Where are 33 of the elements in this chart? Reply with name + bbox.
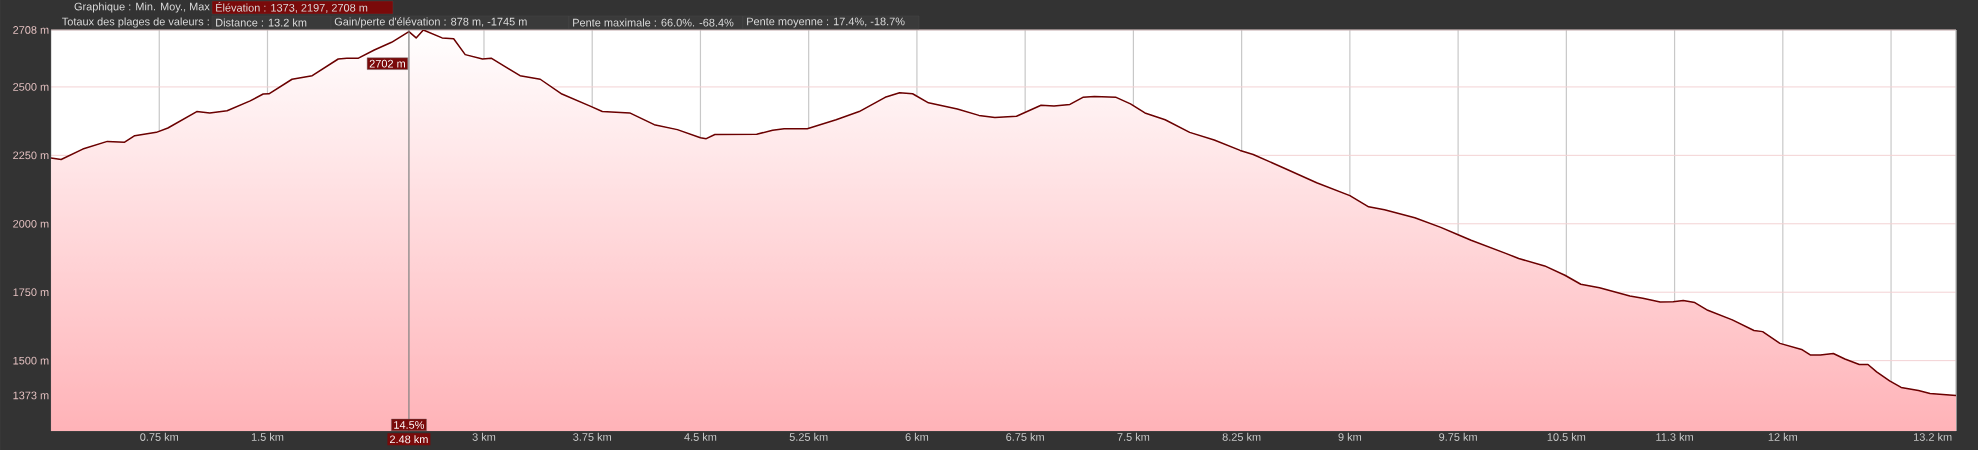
y-tick-label: 2000 m [13, 219, 49, 228]
annotation: 14.5% [394, 421, 425, 429]
x-tick-label: 13.2 km [1914, 432, 1952, 441]
y-tick-label: 2250 m [13, 151, 49, 160]
x-tick-label: 3.75 km [573, 432, 611, 441]
text: Élévation : 1373, 2197, 2708 m [216, 2, 368, 13]
x-tick-label: 0.75 km [140, 432, 179, 441]
x-tick-label: 6 km [905, 432, 929, 441]
text: Pente maximale : 66.0%. -68.4% [573, 18, 734, 27]
x-tick-label: 5.25 km [789, 432, 828, 441]
x-tick-label: 9 km [1338, 432, 1362, 441]
text: Totaux des plages de valeurs : [62, 17, 209, 28]
x-tick-label: 1.5 km [251, 432, 284, 441]
x-tick-label: 11.3 km [1656, 432, 1693, 441]
y-tick-label: 2708 m [13, 26, 49, 34]
text: Gain/perte d'élévation : 878 m, -1745 m [334, 17, 527, 28]
text: Pente moyenne : 17.4%, -18.7% [747, 17, 905, 28]
annotation: 2702 m [369, 59, 405, 68]
y-tick-label: 2500 m [13, 83, 49, 91]
y-tick-label: 1500 m [13, 356, 49, 365]
x-tick-label: 9.75 km [1439, 432, 1477, 441]
y-tick-label: 1750 m [13, 288, 49, 297]
x-tick-label: 10.5 km [1547, 432, 1586, 441]
text: Distance : 13.2 km [216, 18, 307, 27]
y-tick-label: 1373 m [13, 391, 49, 400]
x-tick-label: 3 km [472, 432, 496, 441]
x-tick-label: 4.5 km [684, 432, 717, 441]
text: Graphique : Min. Moy., Max [74, 2, 210, 13]
x-tick-label: 12 km [1768, 432, 1798, 441]
x-tick-label: 7.5 km [1117, 432, 1150, 441]
x-tick-label: 8.25 km [1222, 432, 1261, 441]
ref-line-label: 2.48 km [389, 435, 428, 444]
x-tick-label: 6.75 km [1006, 432, 1044, 441]
